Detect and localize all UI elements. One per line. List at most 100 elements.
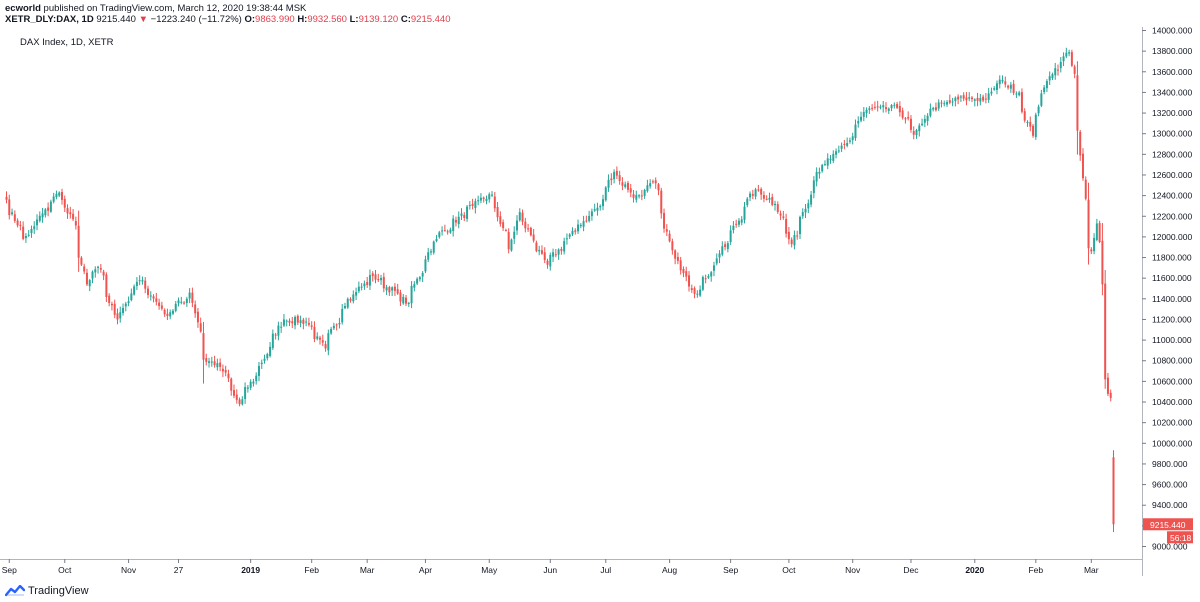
candle-down [105, 274, 108, 297]
candle-down [529, 227, 532, 236]
tradingview-brand[interactable]: TradingView [28, 585, 89, 597]
candle-up [832, 153, 835, 161]
candle-down [1112, 457, 1115, 525]
candle-down [382, 276, 385, 289]
candle-down [504, 230, 507, 232]
candle-up [549, 254, 552, 267]
candle-up [30, 228, 33, 234]
candle-down [779, 213, 782, 216]
x-tick-label: 27 [174, 565, 184, 575]
candle-down [640, 195, 643, 197]
candle-down [657, 184, 660, 191]
candle-up [341, 308, 344, 323]
candle-up [429, 251, 432, 253]
candle-up [491, 194, 494, 196]
candle-down [396, 289, 399, 294]
x-tick-label: Jul [600, 565, 611, 575]
candle-down [873, 106, 876, 108]
tradingview-logo-icon[interactable] [5, 585, 25, 597]
candle-down [144, 280, 147, 289]
candle-up [865, 109, 868, 113]
candlestick-chart[interactable]: 14000.000 13800.000 13600.000 13400.000 1320… [0, 27, 1200, 576]
candle-up [929, 108, 932, 116]
candle-up [810, 194, 813, 205]
candle-down [632, 194, 635, 198]
candle-up [330, 328, 333, 334]
x-tick-label: Oct [782, 565, 796, 575]
candle-down [463, 214, 466, 218]
candle-down [909, 118, 912, 130]
candle-down [1081, 153, 1084, 179]
candle-down [785, 218, 788, 234]
candle-down [682, 268, 685, 273]
candle-down [693, 288, 696, 294]
candle-up [868, 108, 871, 110]
candle-down [471, 203, 474, 206]
y-tick-label: 13200.000 [1152, 108, 1192, 118]
candle-down [399, 292, 402, 302]
candle-up [38, 215, 41, 221]
candle-down [735, 223, 738, 225]
y-tick-label: 10400.000 [1152, 397, 1192, 407]
candle-up [715, 258, 718, 264]
candle-up [1093, 237, 1096, 252]
chart-area[interactable]: 14000.000 13800.000 13600.000 13400.000 1320… [0, 27, 1200, 576]
candle-up [177, 300, 180, 304]
candle-up [171, 310, 174, 314]
candle-up [1015, 93, 1018, 95]
candle-up [11, 212, 14, 215]
candle-up [327, 333, 330, 351]
candle-up [815, 171, 818, 182]
candle-up [410, 285, 413, 304]
candle-down [1106, 377, 1109, 394]
candle-down [60, 191, 63, 200]
candle-up [424, 259, 427, 272]
candle-up [923, 118, 926, 123]
candle-down [543, 252, 546, 261]
candle-down [1012, 83, 1015, 93]
candle-down [74, 220, 77, 226]
author-name[interactable]: ecworld [5, 3, 41, 14]
candle-down [66, 208, 69, 214]
candle-up [604, 187, 607, 201]
y-tick-label: 13000.000 [1152, 129, 1192, 139]
candle-down [685, 271, 688, 277]
candle-down [1104, 283, 1107, 380]
candle-up [552, 252, 555, 257]
candle-down [610, 178, 613, 181]
candle-up [879, 106, 882, 108]
candle-down [1057, 69, 1060, 71]
candle-up [91, 271, 94, 279]
candle-down [99, 268, 102, 270]
candle-down [102, 271, 105, 276]
candle-up [515, 220, 518, 231]
candle-down [676, 257, 679, 261]
candle-down [671, 241, 674, 251]
candle-up [890, 105, 893, 109]
candle-down [901, 110, 904, 118]
ohlc-legend: XETR_DLY:DAX, 1D 9215.440 ▼ −1223.240 (−… [5, 14, 451, 25]
candle-up [127, 301, 130, 303]
candle-down [349, 298, 352, 301]
candle-up [169, 312, 172, 317]
candle-down [787, 231, 790, 240]
candle-down [335, 324, 338, 326]
candle-down [771, 196, 774, 205]
candle-up [812, 180, 815, 194]
candle-down [274, 334, 277, 336]
candle-up [851, 136, 854, 141]
candle-up [840, 145, 843, 149]
candle-up [1048, 76, 1051, 81]
candle-up [441, 230, 444, 232]
candle-down [230, 378, 233, 391]
candle-up [316, 336, 319, 339]
candle-up [438, 232, 441, 238]
candle-up [854, 124, 857, 138]
x-tick-label: Nov [845, 565, 861, 575]
y-tick-label: 12600.000 [1152, 170, 1192, 180]
candle-down [19, 224, 22, 226]
candle-down [116, 313, 119, 320]
candle-down [618, 175, 621, 181]
candle-up [743, 206, 746, 220]
candle-up [804, 208, 807, 213]
